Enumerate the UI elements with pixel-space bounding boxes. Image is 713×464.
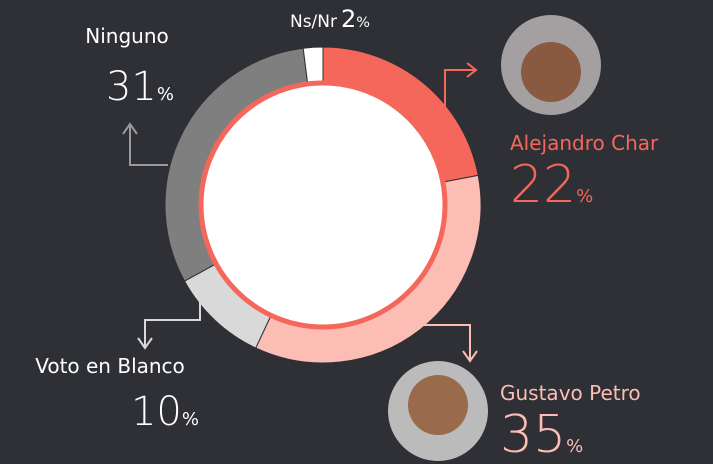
category-label: Gustavo Petro bbox=[500, 381, 641, 405]
portrait-face bbox=[408, 375, 468, 435]
category-label: Ninguno bbox=[85, 24, 168, 48]
donut-center bbox=[201, 83, 445, 327]
value-label: 31 bbox=[106, 64, 157, 110]
unit-label: % bbox=[576, 186, 593, 207]
unit-label: % bbox=[182, 409, 199, 430]
portrait-face bbox=[521, 42, 581, 102]
value-label: 22 bbox=[510, 155, 576, 215]
chart: Alejandro Char22% Gustavo Petro35% Voto en… bbox=[0, 0, 713, 464]
category-label: Ns/Nr bbox=[290, 12, 337, 32]
page: Alejandro Char22% Gustavo Petro35% Voto en… bbox=[0, 0, 713, 464]
value-label: 35 bbox=[500, 405, 566, 464]
category-label: Alejandro Char bbox=[510, 131, 659, 155]
unit-label: % bbox=[356, 15, 370, 31]
value-label: 2 bbox=[341, 5, 356, 33]
unit-label: % bbox=[157, 84, 174, 105]
category-label: Voto en Blanco bbox=[35, 354, 185, 378]
value-label: 10 bbox=[131, 389, 182, 435]
unit-label: % bbox=[566, 436, 583, 457]
